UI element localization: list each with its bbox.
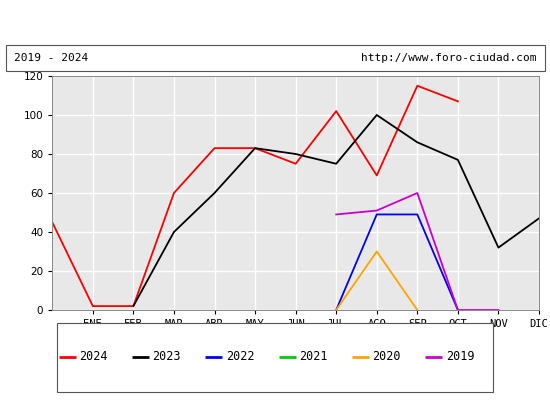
Text: Evolucion Nº Turistas Extranjeros en el municipio de Frómista: Evolucion Nº Turistas Extranjeros en el …: [31, 14, 519, 28]
Text: 2019 - 2024: 2019 - 2024: [14, 53, 88, 63]
Bar: [57, 324, 493, 392]
Bar: [6, 44, 544, 72]
Text: 2020: 2020: [372, 350, 401, 364]
Text: 2021: 2021: [299, 350, 328, 364]
Text: 2023: 2023: [152, 350, 181, 364]
Text: 2019: 2019: [446, 350, 474, 364]
Text: 2022: 2022: [226, 350, 254, 364]
Text: http://www.foro-ciudad.com: http://www.foro-ciudad.com: [361, 53, 536, 63]
Text: 2024: 2024: [79, 350, 108, 364]
